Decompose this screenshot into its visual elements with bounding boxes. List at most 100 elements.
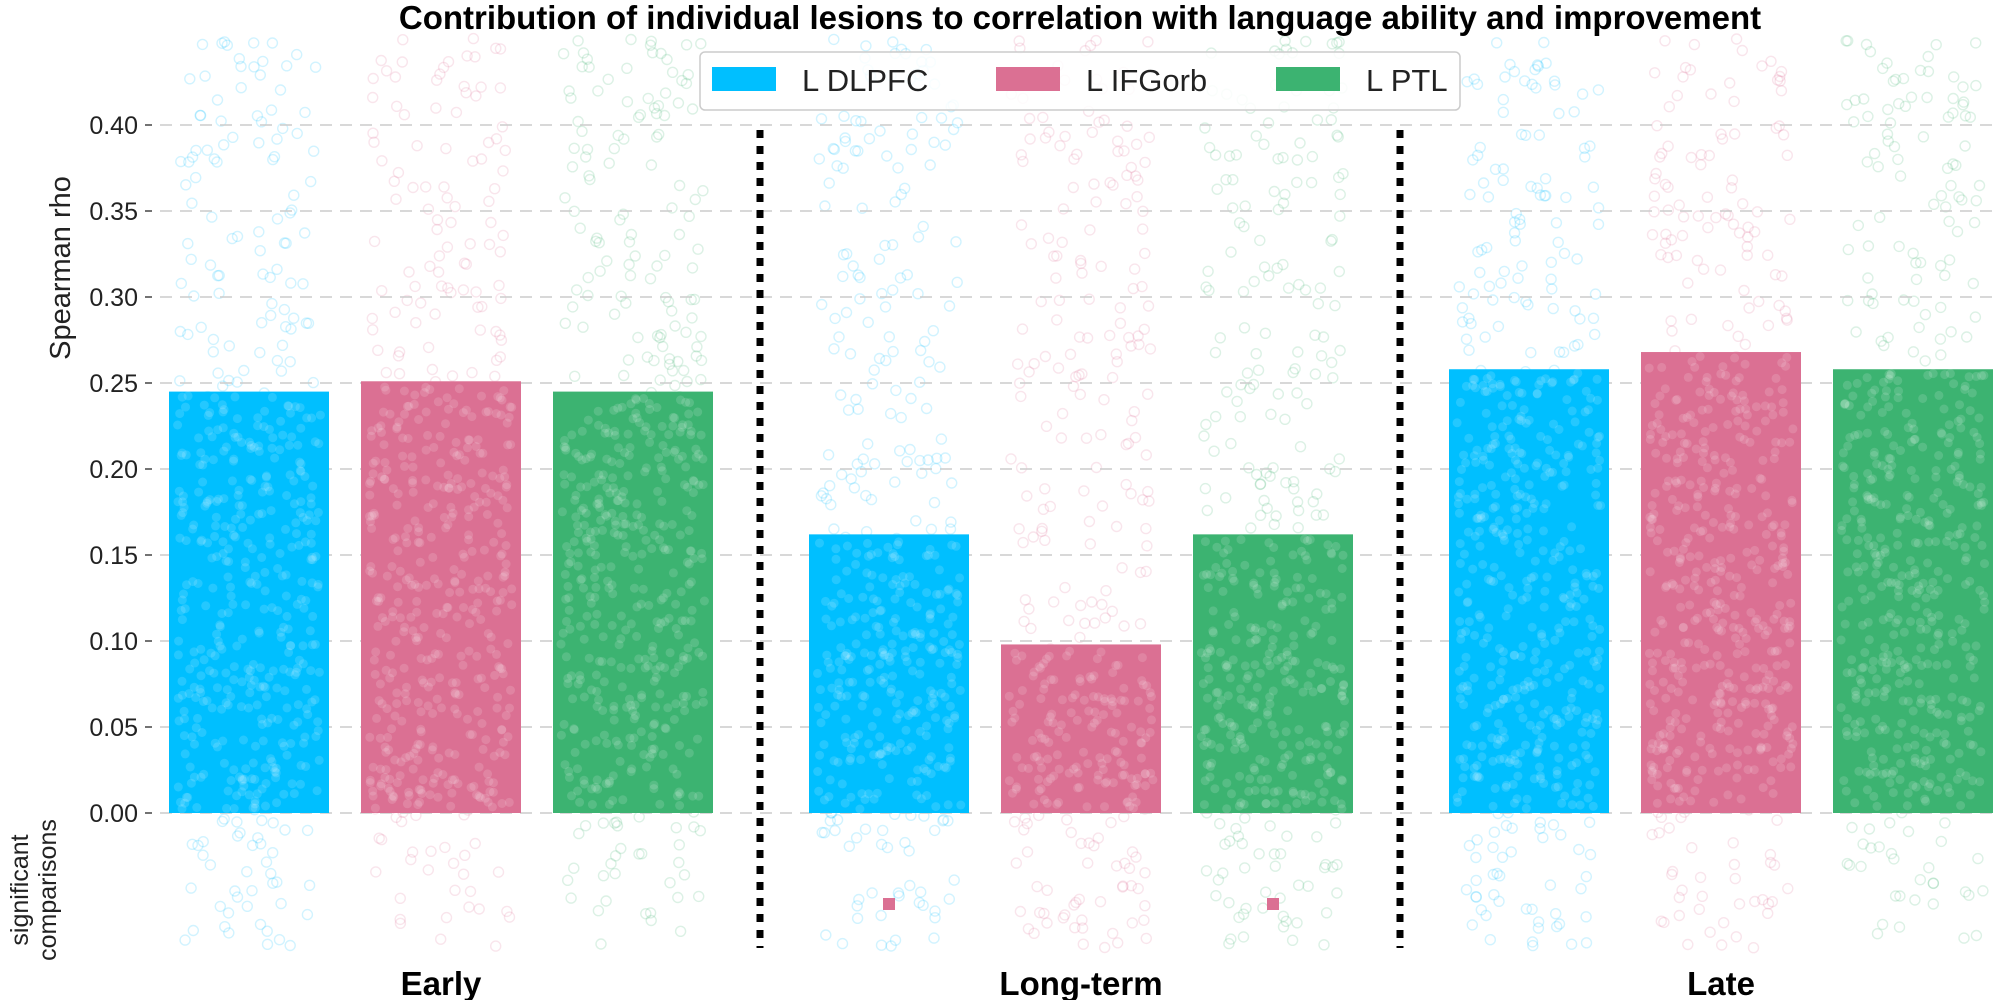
bar-dot [1453, 797, 1463, 807]
jitter-point [1035, 295, 1047, 308]
bar-dot [365, 517, 375, 527]
bar-dot [1782, 352, 1792, 362]
jitter-point [1676, 884, 1688, 896]
bar-dot [655, 799, 665, 809]
bar-dot [1277, 601, 1287, 611]
bar-dot [922, 791, 932, 800]
jitter-point [1262, 117, 1275, 129]
bar-dot [657, 466, 667, 476]
bar-dot [1661, 656, 1670, 666]
bar-dot [582, 536, 592, 546]
bar-dot [830, 701, 840, 711]
bar-dot [1731, 512, 1740, 521]
bar-dot [682, 506, 692, 516]
jitter-point [855, 466, 867, 478]
jitter-point [1532, 60, 1545, 72]
jitter-point [912, 231, 925, 243]
bar-dot [1264, 649, 1274, 659]
jitter-point [291, 127, 303, 140]
jitter-point [1333, 453, 1346, 465]
bar-dot [1482, 633, 1492, 643]
bar-dot [1530, 556, 1540, 566]
bar-dot [887, 648, 897, 658]
bar-dot [292, 529, 301, 539]
jitter-point [1143, 131, 1156, 144]
jitter-point [889, 934, 902, 946]
bar-dot [1672, 506, 1682, 515]
jitter-point [557, 48, 570, 60]
jitter-point [614, 214, 626, 226]
bar-dot [1517, 388, 1527, 398]
bar-dot [1723, 420, 1733, 429]
jitter-point [1547, 819, 1560, 831]
bar-dot [1515, 448, 1525, 458]
jitter-point [1497, 174, 1509, 187]
bar-dot [484, 777, 494, 786]
jitter-point [828, 143, 841, 156]
bar-dot [660, 545, 670, 555]
bar-dot [1269, 787, 1279, 797]
bar-dot [248, 758, 258, 768]
bar-dot [447, 775, 457, 785]
jitter-point [380, 366, 392, 379]
jitter-point [1477, 177, 1490, 189]
bar-dot [177, 804, 187, 814]
bar-dot [1290, 656, 1300, 666]
jitter-point [1484, 934, 1497, 946]
bar-dot [282, 611, 292, 621]
bar-dot [943, 585, 953, 595]
bar-dot [1234, 801, 1244, 811]
bar-dot [1521, 804, 1531, 813]
jitter-point [415, 297, 427, 309]
bar-dot [202, 496, 212, 506]
jitter-point [1843, 859, 1856, 871]
bar-dot [365, 479, 375, 489]
bar-dot [835, 617, 845, 627]
bar-dot [1769, 676, 1779, 686]
jitter-point [1539, 189, 1552, 202]
bar-dot [926, 686, 935, 696]
jitter-point [1534, 822, 1546, 835]
bar-dot [423, 701, 433, 711]
jitter-point [685, 293, 697, 306]
bar-dot [1733, 748, 1742, 758]
bar-dot [605, 776, 615, 786]
jitter-point [1662, 204, 1675, 216]
jitter-point [1715, 939, 1728, 951]
jitter-point [238, 364, 250, 377]
bar-dot [1768, 578, 1778, 588]
bar-dot [473, 674, 483, 684]
jitter-point [1673, 909, 1686, 922]
jitter-point [877, 824, 889, 837]
jitter-point [1033, 906, 1046, 919]
bar-dot [453, 779, 463, 789]
bar-dot [373, 593, 383, 603]
bar-dot [1516, 416, 1526, 426]
bar-dot [502, 503, 512, 513]
bar-dot [176, 797, 185, 807]
bar-dot [587, 685, 596, 695]
bar-dot [1700, 510, 1710, 520]
bar-dot [271, 773, 281, 783]
bar-dot [1788, 424, 1798, 434]
bar-dot [1488, 756, 1498, 766]
bar-dot [1704, 390, 1714, 400]
jitter-point [368, 136, 380, 148]
bar-dot [472, 790, 481, 800]
jitter-point [1287, 366, 1299, 379]
bar-dot [1213, 700, 1223, 710]
bar-dot [452, 709, 462, 719]
bar-dot [842, 541, 852, 551]
jitter-point [1508, 216, 1521, 228]
bar-dot [174, 716, 184, 726]
bar-dot [234, 501, 244, 511]
bar-dot [561, 445, 571, 455]
jitter-point [216, 380, 229, 392]
jitter-point [1548, 75, 1561, 87]
jitter-point [187, 924, 200, 937]
bar-dot [282, 703, 292, 713]
jitter-point [1866, 288, 1878, 300]
bar-dot [1295, 741, 1305, 750]
jitter-point [852, 269, 864, 281]
